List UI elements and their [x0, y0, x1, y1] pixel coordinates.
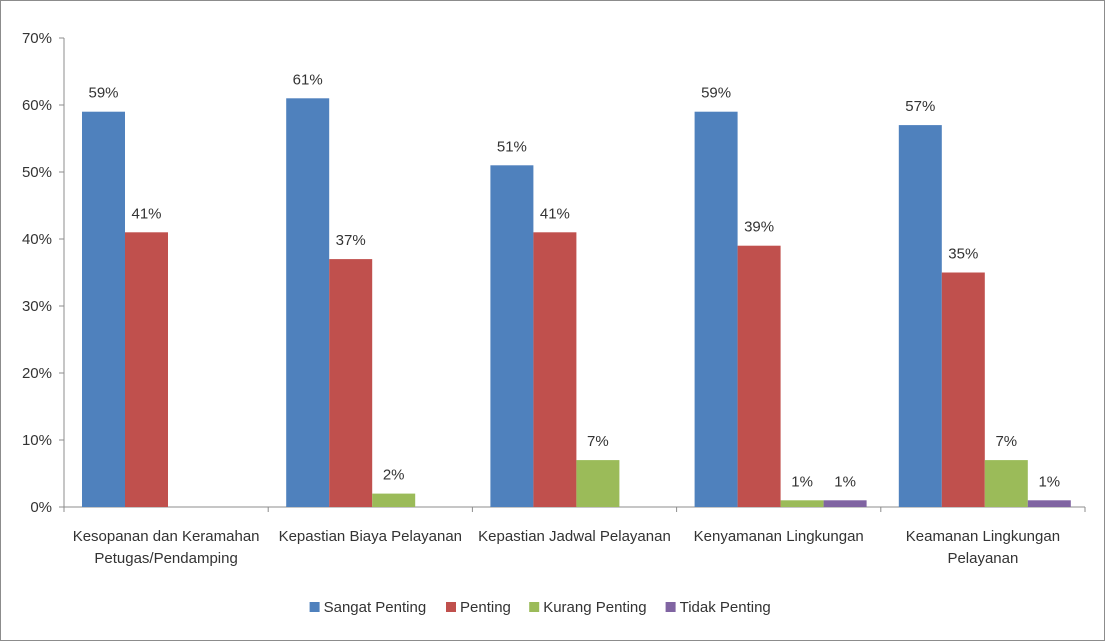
- y-tick-label: 60%: [22, 97, 52, 114]
- legend-label: Penting: [460, 599, 511, 616]
- bar: [780, 500, 824, 507]
- data-label: 59%: [88, 85, 118, 102]
- data-label: 7%: [587, 433, 609, 450]
- data-label: 2%: [383, 467, 405, 484]
- bar: [533, 232, 577, 508]
- data-label: 41%: [540, 205, 570, 222]
- data-label: 1%: [1038, 473, 1060, 490]
- bar: [694, 111, 738, 507]
- bar: [329, 259, 373, 507]
- category-label: Keamanan Lingkungan: [906, 528, 1060, 545]
- bar: [984, 460, 1028, 507]
- bar: [125, 232, 168, 508]
- legend-label: Sangat Penting: [324, 599, 427, 616]
- category-label: Petugas/Pendamping: [94, 550, 237, 567]
- y-tick-label: 10%: [22, 432, 52, 449]
- bar: [372, 493, 416, 507]
- bar: [737, 245, 781, 507]
- legend-swatch: [529, 602, 540, 612]
- category-label: Pelayanan: [947, 550, 1018, 567]
- data-label: 41%: [131, 205, 161, 222]
- bar: [490, 165, 534, 508]
- category-label: Kepastian Jadwal Pelayanan: [478, 528, 671, 545]
- data-label: 1%: [791, 473, 813, 490]
- y-tick-label: 0%: [30, 499, 52, 516]
- y-tick-label: 40%: [22, 231, 52, 248]
- legend-label: Tidak Penting: [680, 599, 771, 616]
- category-label: Kesopanan dan Keramahan: [73, 528, 260, 545]
- bar: [898, 125, 942, 507]
- bar: [286, 98, 330, 508]
- y-tick-label: 70%: [22, 30, 52, 47]
- data-label: 1%: [834, 473, 856, 490]
- y-tick-label: 50%: [22, 164, 52, 181]
- y-tick-label: 20%: [22, 365, 52, 382]
- legend-swatch: [309, 602, 320, 612]
- bar: [823, 500, 867, 507]
- category-label: Kenyamanan Lingkungan: [694, 528, 864, 545]
- legend-label: Kurang Penting: [543, 599, 646, 616]
- legend-swatch: [665, 602, 676, 612]
- bar: [576, 460, 620, 507]
- data-label: 35%: [948, 246, 978, 263]
- data-label: 57%: [905, 98, 935, 115]
- y-tick-label: 30%: [22, 298, 52, 315]
- category-label: Kepastian Biaya Pelayanan: [279, 528, 462, 545]
- data-label: 7%: [995, 433, 1017, 450]
- data-label: 51%: [497, 138, 527, 155]
- data-label: 61%: [293, 71, 323, 88]
- data-label: 37%: [336, 232, 366, 249]
- bar: [82, 111, 125, 507]
- data-label: 39%: [744, 219, 774, 236]
- data-label: 59%: [701, 85, 731, 102]
- bar: [941, 272, 985, 507]
- legend-swatch: [446, 602, 456, 612]
- bar: [1027, 500, 1071, 507]
